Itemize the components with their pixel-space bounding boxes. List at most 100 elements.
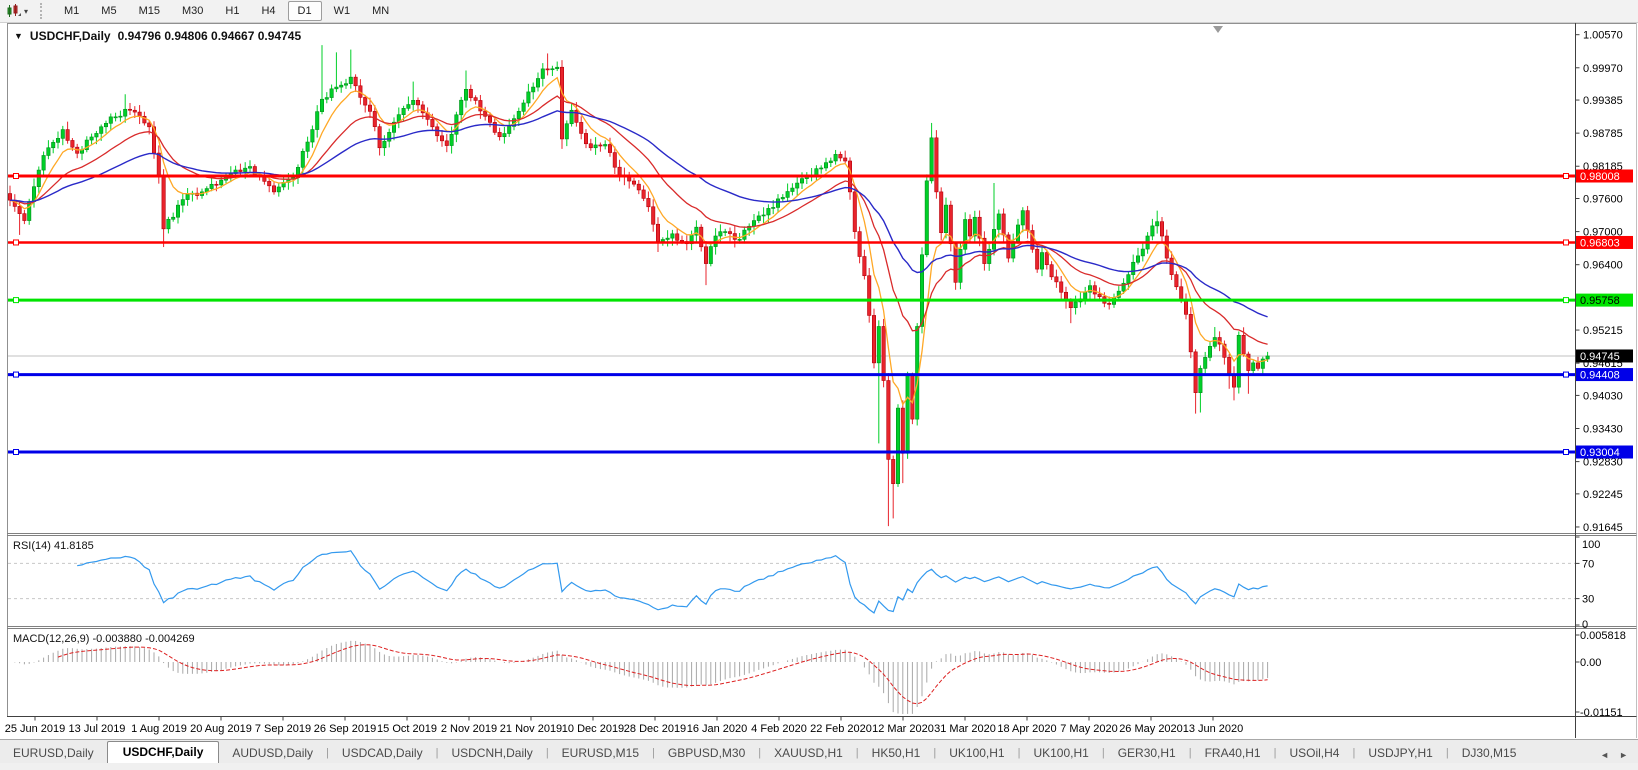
svg-text:0: 0 [1582,619,1588,631]
svg-text:13 Jul 2019: 13 Jul 2019 [69,723,126,735]
tab-gbpusd-m30[interactable]: GBPUSD,M30 [667,746,746,760]
tf-button-m5[interactable]: M5 [101,5,117,17]
tab-divider: | [652,747,655,759]
svg-text:-0.01151: -0.01151 [1580,707,1623,719]
svg-text:22 Feb 2020: 22 Feb 2020 [810,723,872,735]
svg-text:0.96803: 0.96803 [1580,237,1620,249]
svg-text:70: 70 [1582,558,1594,570]
svg-text:0.99970: 0.99970 [1583,63,1623,75]
chart-tab-bar: EURUSD,Daily USDCHF,Daily AUDUSD,Daily | USD… [0,739,1638,764]
svg-text:0.94030: 0.94030 [1583,390,1623,402]
svg-text:2 Nov 2019: 2 Nov 2019 [441,723,497,735]
tabs-scroll-left-icon[interactable]: ◄ [1600,750,1610,760]
tf-button-mn[interactable]: MN [372,5,390,17]
svg-text:26 Sep 2019: 26 Sep 2019 [314,723,376,735]
tab-divider: | [435,747,439,759]
svg-text:30: 30 [1582,594,1594,606]
tab-audusd-daily[interactable]: AUDUSD,Daily [232,746,314,760]
tab-dj30-m15[interactable]: DJ30,M15 [1461,746,1517,760]
tf-button-h1[interactable]: H1 [225,5,240,17]
tf-button-m15[interactable]: M15 [138,5,160,17]
svg-text:7 Sep 2019: 7 Sep 2019 [255,723,311,735]
toolbar-grip[interactable] [40,3,47,19]
svg-text:10 Dec 2019: 10 Dec 2019 [562,723,624,735]
tab-divider: | [1445,747,1449,759]
svg-text:12 Mar 2020: 12 Mar 2020 [872,723,934,735]
chart-quote-values: 0.94796 0.94806 0.94667 0.94745 [117,29,302,43]
tab-divider: | [758,747,762,759]
svg-text:1 Aug 2019: 1 Aug 2019 [131,723,187,735]
svg-text:18 Apr 2020: 18 Apr 2020 [997,723,1056,735]
tf-button-d1[interactable]: D1 [287,1,322,21]
svg-text:0.94408: 0.94408 [1580,370,1620,382]
svg-text:0.97600: 0.97600 [1583,194,1623,206]
tab-divider: | [1017,747,1021,759]
svg-text:0.92245: 0.92245 [1583,489,1623,501]
macd-label: MACD(12,26,9) -0.003880 -0.004269 [13,633,195,645]
tab-uk100-h1[interactable]: UK100,H1 [949,746,1005,760]
svg-text:1.00570: 1.00570 [1583,30,1623,42]
svg-text:0.00: 0.00 [1580,657,1601,669]
rsi-label: RSI(14) 41.8185 [13,540,94,552]
chart-symbol-label: USDCHF,Daily [29,29,111,43]
svg-text:0.94745: 0.94745 [1580,351,1620,363]
tf-button-m30[interactable]: M30 [181,5,204,17]
tab-divider: | [933,747,937,759]
tab-divider: | [326,747,329,759]
tab-eurusd-m15[interactable]: EURUSD,M15 [561,746,640,760]
svg-text:21 Nov 2019: 21 Nov 2019 [500,723,562,735]
svg-text:28 Dec 2019: 28 Dec 2019 [624,723,686,735]
svg-text:0.005818: 0.005818 [1580,630,1626,642]
tab-ger30-h1[interactable]: GER30,H1 [1117,746,1176,760]
tab-usoil-h4[interactable]: USOil,H4 [1289,746,1340,760]
svg-text:0.93004: 0.93004 [1580,447,1620,459]
svg-text:31 Mar 2020: 31 Mar 2020 [934,723,996,735]
svg-text:20 Aug 2019: 20 Aug 2019 [190,723,252,735]
timeframe-toolbar: ▾ M1 M5 M15 M30 H1 H4 D1 W1 MN [0,0,1638,23]
svg-text:25 Jun 2019: 25 Jun 2019 [5,723,66,735]
tab-fra40-h1[interactable]: FRA40,H1 [1204,746,1261,760]
chart-menu-icon[interactable]: ▼ [14,31,23,41]
svg-text:4 Feb 2020: 4 Feb 2020 [751,723,807,735]
tab-eurusd-daily[interactable]: EURUSD,Daily [13,746,94,760]
tab-usdcad-daily[interactable]: USDCAD,Daily [341,746,423,760]
svg-text:7 May 2020: 7 May 2020 [1060,723,1117,735]
svg-text:26 May 2020: 26 May 2020 [1119,723,1183,735]
svg-text:0.92830: 0.92830 [1583,457,1623,469]
tab-usdjpy-h1[interactable]: USDJPY,H1 [1368,746,1433,760]
svg-text:0.97000: 0.97000 [1583,227,1623,239]
tab-usdcnh-daily[interactable]: USDCNH,Daily [451,746,533,760]
tab-xauusd-h1[interactable]: XAUUSD,H1 [774,746,843,760]
tf-button-m1[interactable]: M1 [64,5,80,17]
tab-divider: | [1352,747,1356,759]
svg-text:16 Jan 2020: 16 Jan 2020 [687,723,748,735]
svg-text:0.98008: 0.98008 [1580,171,1620,183]
svg-text:15 Oct 2019: 15 Oct 2019 [377,723,437,735]
charts-toolbar-button[interactable]: ▾ [0,3,34,19]
charts-candlestick-icon [7,4,21,17]
tab-divider: | [855,747,859,759]
chart-title: ▼ USDCHF,Daily 0.94796 0.94806 0.94667 0… [14,29,301,43]
svg-text:0.95758: 0.95758 [1580,295,1620,307]
tab-divider: | [1273,747,1277,759]
svg-text:100: 100 [1582,539,1600,551]
svg-text:0.93430: 0.93430 [1583,424,1623,436]
tab-divider: | [1188,747,1192,759]
svg-text:0.91645: 0.91645 [1583,522,1623,534]
tab-divider: | [1101,747,1105,759]
svg-text:0.95215: 0.95215 [1583,325,1623,337]
svg-text:0.98785: 0.98785 [1583,128,1623,140]
svg-text:13 Jun 2020: 13 Jun 2020 [1183,723,1244,735]
tab-uk100-h1[interactable]: UK100,H1 [1033,746,1089,760]
tf-button-h4[interactable]: H4 [261,5,276,17]
tabs-scroll-right-icon[interactable]: ► [1619,750,1628,760]
tf-button-w1[interactable]: W1 [333,5,351,17]
tab-usdchf-daily[interactable]: USDCHF,Daily [106,741,220,764]
svg-text:0.99385: 0.99385 [1583,95,1623,107]
tab-hk50-h1[interactable]: HK50,H1 [871,746,921,760]
chevron-down-icon: ▾ [24,6,29,16]
status-bar [0,763,1638,770]
tab-divider: | [545,747,549,759]
